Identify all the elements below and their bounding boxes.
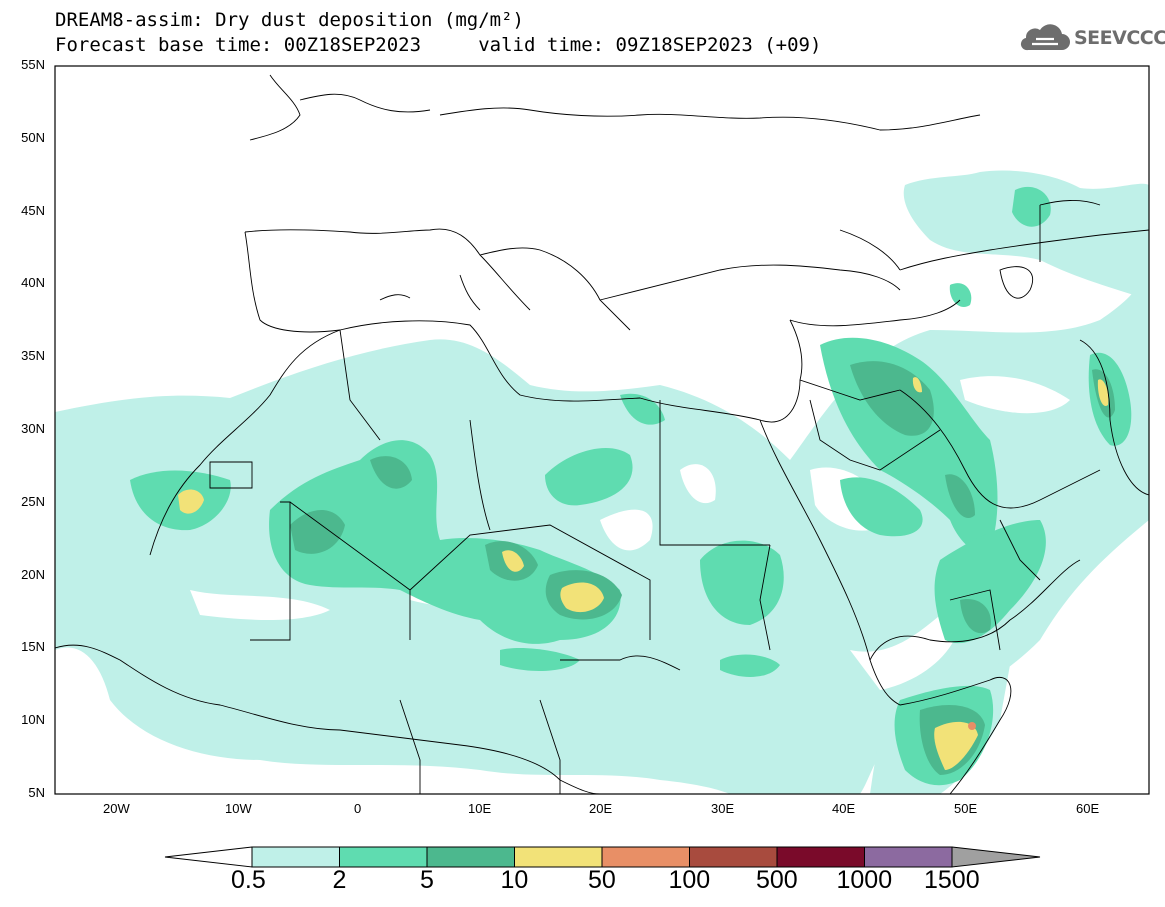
lon-label: 40E	[832, 801, 856, 816]
lat-label: 10N	[21, 712, 45, 728]
colorbar-label: 5	[420, 866, 434, 894]
colorbar-swatch	[339, 846, 428, 868]
colorbar-label: 500	[756, 866, 798, 894]
lat-label: 20N	[21, 566, 45, 582]
colorbar-swatch	[864, 846, 953, 868]
colorbar-swatch	[251, 846, 340, 868]
seevccc-logo: SEEVCCC	[1018, 24, 1165, 52]
lon-label: 0	[354, 801, 362, 816]
cloud-icon	[1020, 24, 1070, 51]
map-frame	[54, 65, 1150, 795]
lat-label: 45N	[21, 202, 45, 218]
lat-label: 40N	[21, 275, 45, 291]
colorbar-label: 1500	[924, 866, 980, 894]
map-plot-area	[55, 66, 1149, 794]
lat-label: 5N	[28, 785, 45, 800]
lon-label: 10W	[225, 801, 252, 816]
lat-label: 30N	[21, 421, 45, 436]
colorbar-swatch	[514, 846, 603, 868]
land-outlines	[55, 74, 1149, 794]
colorbar-swatch	[426, 846, 515, 868]
lat-label: 25N	[21, 493, 45, 509]
colorbar-over-arrow	[951, 846, 1041, 868]
colorbar-label: 100	[668, 866, 711, 894]
colorbar-label: 50	[588, 866, 616, 894]
lat-label: 35N	[21, 348, 45, 364]
colorbar	[164, 846, 1041, 868]
colorbar-label: 2	[332, 866, 347, 894]
lon-label: 10E	[468, 801, 492, 816]
dust-contour-level-5	[968, 722, 976, 730]
dust-contour-level-3	[290, 361, 1115, 775]
lon-label: 20W	[103, 801, 130, 816]
colorbar-under-arrow	[164, 846, 253, 868]
colorbar-label: 10	[500, 866, 529, 894]
dust-gap-regions	[55, 376, 1070, 794]
colorbar-label: 1000	[836, 866, 893, 894]
lon-label: 20E	[589, 801, 613, 816]
lat-label: 55N	[21, 57, 45, 72]
lon-label: 60E	[1076, 801, 1100, 816]
colorbar-swatch	[689, 846, 778, 868]
lat-label: 15N	[21, 639, 45, 655]
lon-label: 50E	[954, 801, 978, 816]
map-title: DREAM8-assim: Dry dust deposition (mg/m²…	[55, 9, 524, 31]
lat-label: 50N	[21, 129, 45, 145]
dust-contour-level-4	[178, 377, 1109, 770]
colorbar-swatch	[776, 846, 865, 868]
logo-text: SEEVCCC	[1074, 27, 1165, 49]
colorbar-label: 0.5	[231, 866, 266, 894]
lon-label: 30E	[711, 801, 735, 816]
colorbar-swatch	[601, 846, 690, 868]
forecast-time-line: Forecast base time: 00Z18SEP2023 valid t…	[55, 34, 822, 56]
